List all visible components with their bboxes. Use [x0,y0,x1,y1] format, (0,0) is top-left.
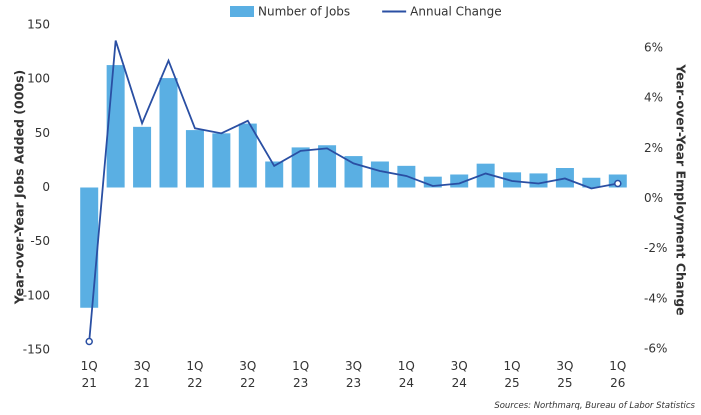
y-tick-label: -100 [23,288,50,302]
x-tick-label: 3Q 23 [344,359,363,390]
y2-tick-label: 2% [644,141,663,155]
bar [265,161,284,188]
bar [318,145,337,188]
line [88,40,618,342]
source-note: Sources: Northmarq, Bureau of Labor Stat… [494,401,695,411]
bar [529,173,548,188]
x-tick-label: 1Q 22 [186,359,204,390]
bar [212,133,231,188]
y2-tick-label: 0% [644,191,663,205]
y2-tick-label: 6% [644,41,663,55]
x-tick-label: 3Q 22 [239,359,257,390]
x-tick-label: 3Q 24 [450,359,468,390]
y2-tick-label: -2% [644,241,667,255]
legend-label: Number of Jobs [258,5,350,19]
bar [582,177,601,188]
x-tick-label: 1Q 24 [397,359,415,390]
y2-axis-title: Year-over-Year Employment Change [674,63,689,315]
x-tick-label: 3Q 21 [133,359,151,390]
x-tick-label: 1Q 25 [503,359,521,390]
bar [133,126,152,188]
y-tick-label: 100 [27,72,50,86]
bar [291,147,310,188]
x-tick-label: 3Q 25 [556,359,574,390]
bar [80,187,99,308]
y-tick-label: -50 [30,234,50,248]
y-axis-title: Year-over-Year Jobs Added (000s) [12,70,27,306]
bar [503,172,522,188]
y-tick-label: 50 [35,126,50,140]
legend-swatch [230,6,254,17]
bar [159,78,178,188]
bar [370,161,389,188]
bar [476,163,495,188]
bar [106,65,125,188]
x-tick-label: 1Q 23 [292,359,310,390]
legend-label: Annual Change [410,5,501,19]
x-tick-label: 1Q 21 [80,359,98,390]
line-marker [614,179,622,188]
x-tick-label: 1Q 26 [609,359,627,390]
bar [185,130,204,188]
y-tick-label: 0 [42,180,50,194]
line-marker [85,337,93,346]
y2-tick-label: 4% [644,91,663,105]
bar [423,176,442,188]
y-tick-label: -150 [23,343,50,357]
bar [238,123,257,188]
y-tick-label: 150 [27,18,50,32]
y2-tick-label: -4% [644,291,667,305]
y2-tick-label: -6% [644,341,667,355]
